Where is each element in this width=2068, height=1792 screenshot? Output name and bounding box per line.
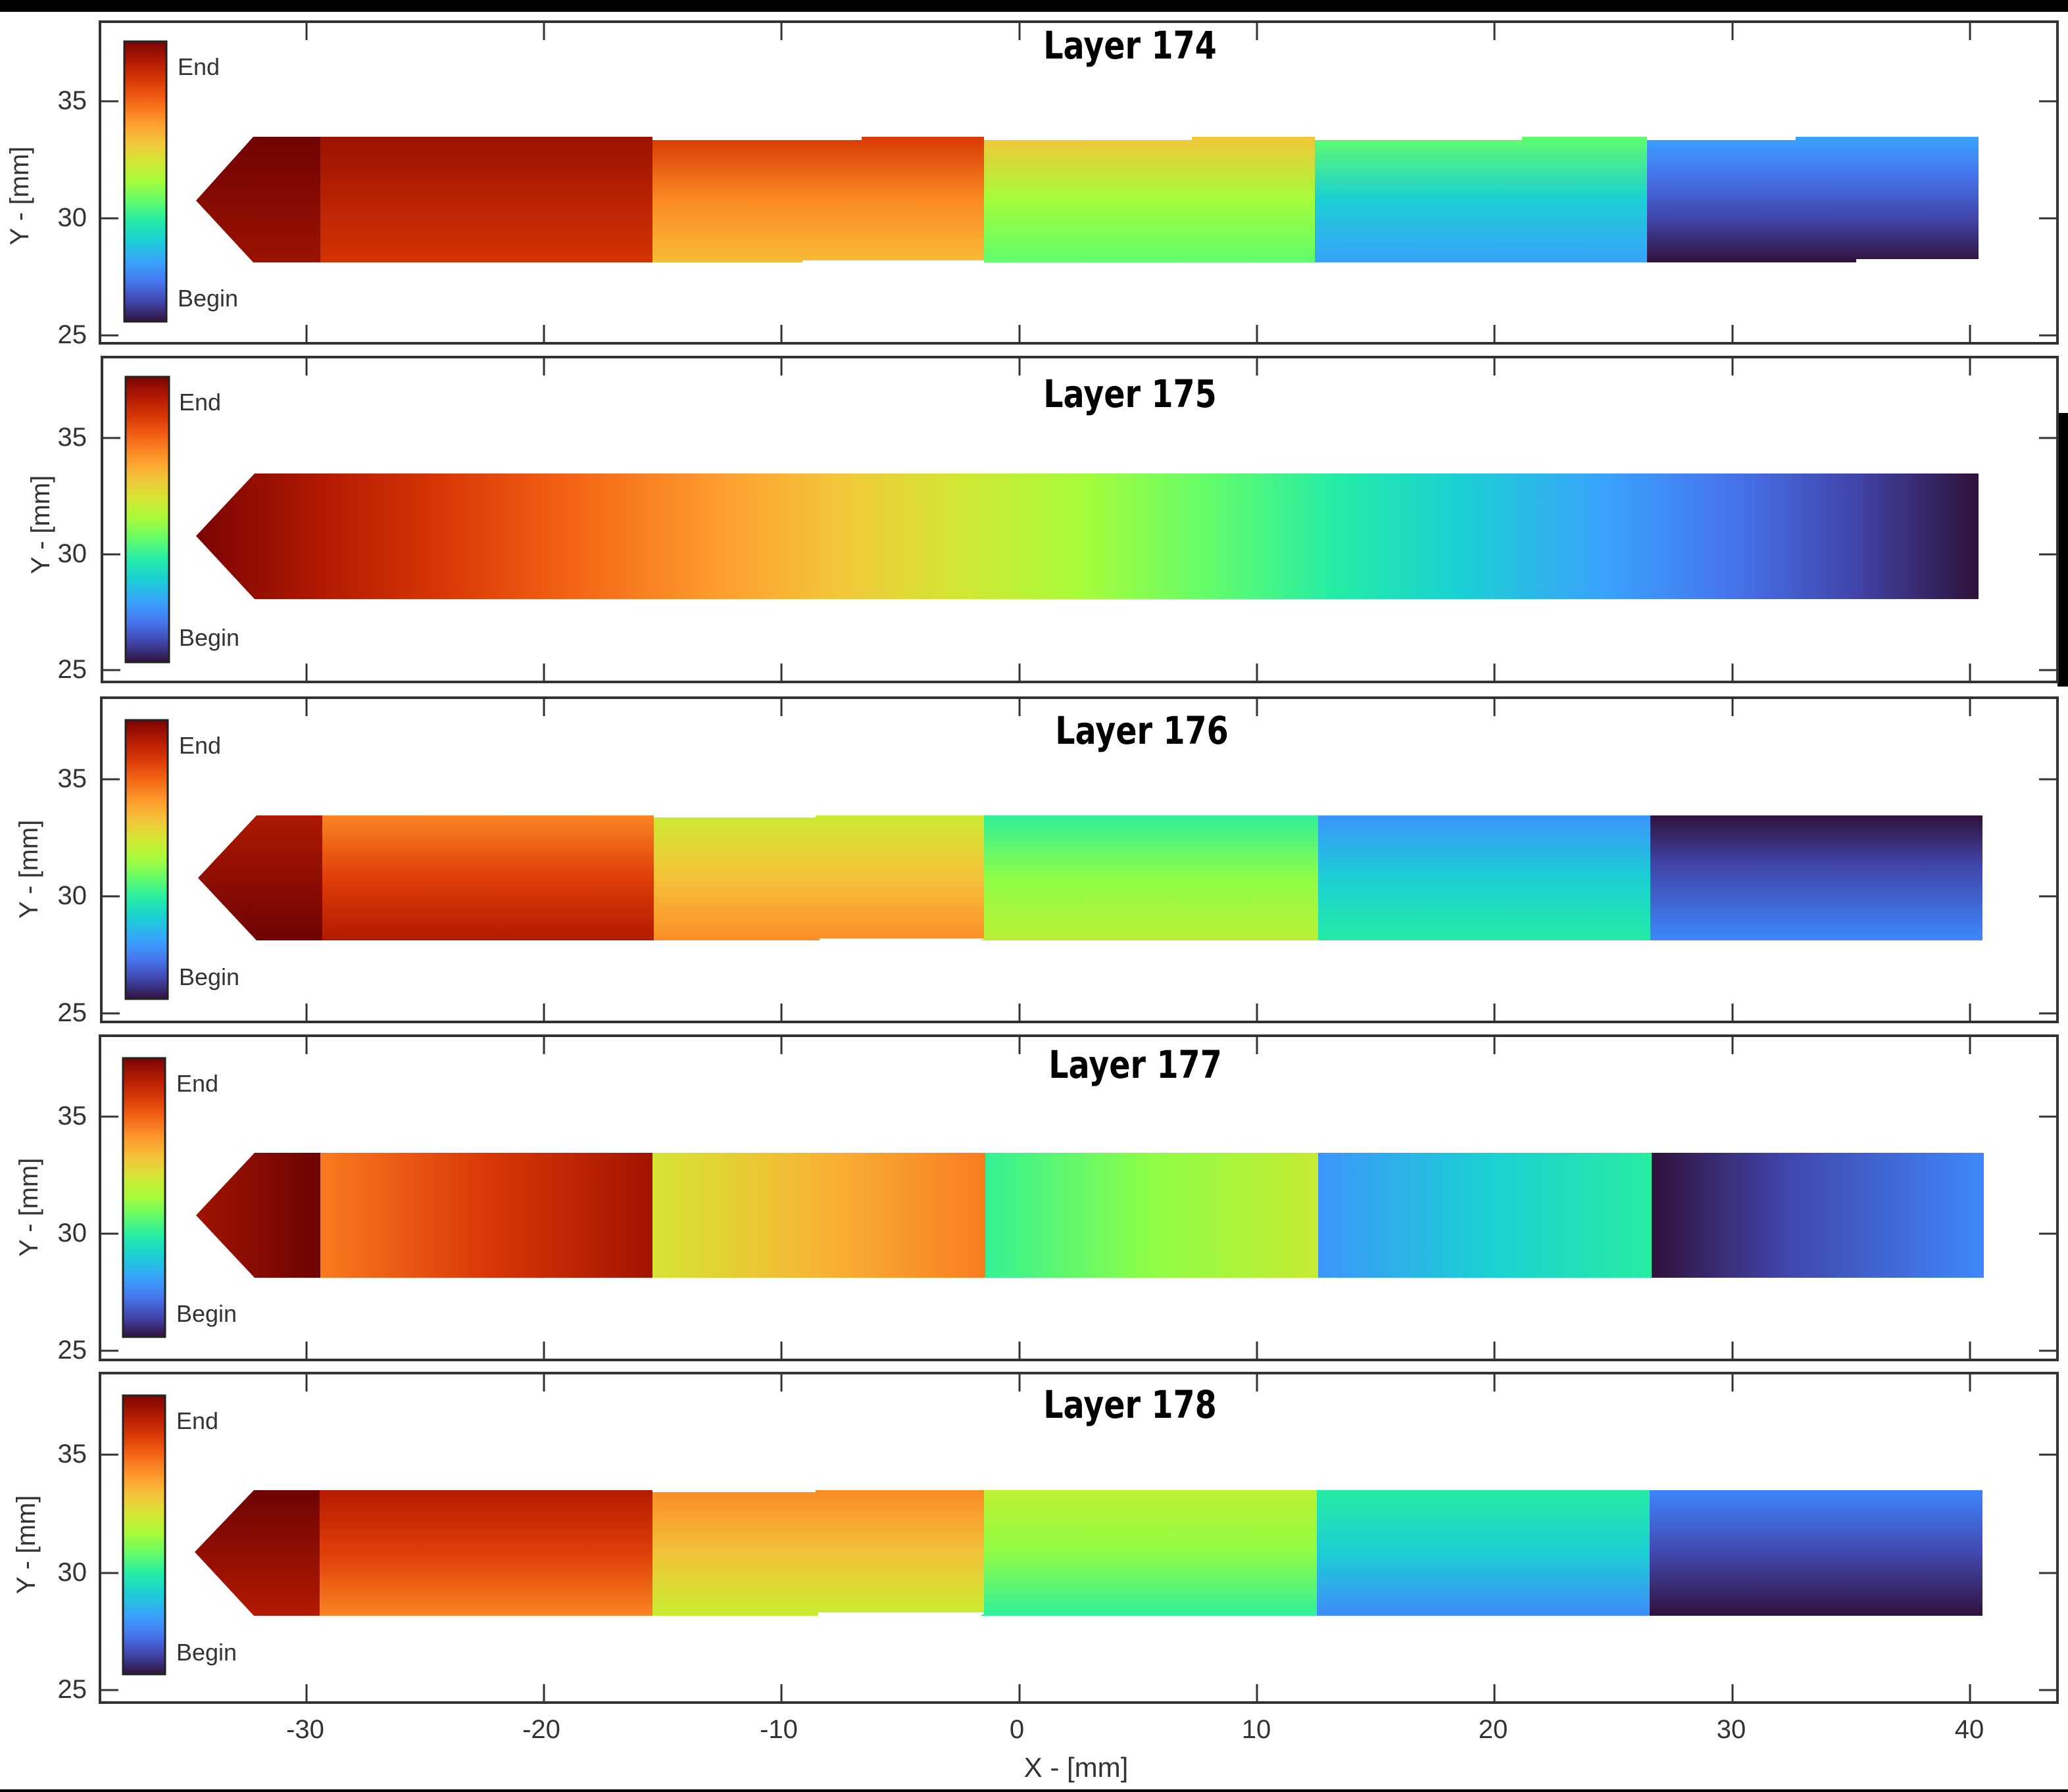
track-shapes bbox=[196, 137, 1979, 262]
y-ticks bbox=[100, 1115, 2057, 1352]
subplot-layer-177: End Begin 35 30 25 Y - [mm] Layer 177 bbox=[0, 1034, 2068, 1365]
x-ticks bbox=[305, 1036, 1971, 1360]
y-tick-label: 30 bbox=[57, 1558, 87, 1587]
colorbar bbox=[123, 40, 168, 323]
subplot-layer-175: End Begin 35 30 25 Y - [mm] Layer 175 bbox=[0, 356, 2068, 684]
x-ticks bbox=[305, 357, 1971, 682]
x-tick-label: -30 bbox=[286, 1715, 324, 1744]
plot-area bbox=[99, 1034, 2059, 1361]
bottom-border-bar bbox=[0, 1789, 2068, 1792]
colorbar-begin-label: Begin bbox=[176, 1639, 237, 1666]
y-tick-label: 25 bbox=[57, 320, 87, 349]
track-shapes bbox=[196, 1153, 1984, 1278]
y-tick-label: 35 bbox=[57, 86, 87, 115]
x-tick-label: -10 bbox=[760, 1715, 798, 1744]
colorbar-end-label: End bbox=[176, 1407, 219, 1434]
subplot-layer-174: End Begin 35 30 25 Y - [mm] Layer 174 bbox=[0, 20, 2068, 349]
y-tick-label: 30 bbox=[57, 881, 87, 910]
y-ticks bbox=[101, 778, 2057, 1015]
x-tick-label: 10 bbox=[1241, 1715, 1271, 1744]
y-tick-label: 35 bbox=[57, 1440, 87, 1468]
subplot-title: Layer 174 bbox=[1043, 23, 1217, 68]
colorbar-begin-label: Begin bbox=[179, 624, 240, 651]
subplot-title: Layer 175 bbox=[1043, 372, 1217, 416]
y-tick-label: 25 bbox=[57, 1675, 87, 1704]
colorbar bbox=[122, 1394, 166, 1676]
y-tick-label: 25 bbox=[57, 998, 87, 1027]
subplot-title: Layer 177 bbox=[1048, 1042, 1222, 1087]
y-tick-label: 30 bbox=[57, 539, 87, 568]
colorbar-end-label: End bbox=[178, 53, 220, 80]
x-tick-label: 0 bbox=[1009, 1715, 1025, 1744]
right-edge-bar bbox=[2057, 413, 2068, 687]
colorbar-end-label: End bbox=[179, 389, 222, 416]
y-tick-label: 35 bbox=[57, 764, 87, 793]
subplot-layer-178: End Begin 35 30 25 Y - [mm] Layer 178 bbox=[0, 1372, 2068, 1704]
y-axis-label: Y - [mm] bbox=[14, 1157, 43, 1257]
y-tick-label: 25 bbox=[57, 655, 87, 684]
colorbar bbox=[124, 719, 169, 1000]
colorbar-begin-label: Begin bbox=[176, 1300, 237, 1327]
subplot-title: Layer 176 bbox=[1055, 708, 1229, 753]
x-ticks bbox=[305, 698, 1971, 1022]
y-axis-label: Y - [mm] bbox=[12, 1495, 41, 1594]
colorbar-begin-label: Begin bbox=[179, 963, 240, 990]
colorbar-begin-label: Begin bbox=[178, 285, 239, 312]
y-axis-label: Y - [mm] bbox=[14, 819, 43, 919]
y-tick-label: 35 bbox=[57, 423, 87, 452]
x-tick-label: 20 bbox=[1478, 1715, 1508, 1744]
subplot-title: Layer 178 bbox=[1043, 1382, 1217, 1427]
plot-area bbox=[100, 696, 2059, 1023]
track-shapes bbox=[195, 1490, 1982, 1616]
x-axis-label: X - [mm] bbox=[1023, 1752, 1129, 1783]
x-ticks bbox=[305, 1373, 1971, 1703]
colorbar-end-label: End bbox=[179, 732, 222, 759]
top-border-bar bbox=[0, 0, 2068, 12]
x-ticks bbox=[305, 22, 1971, 343]
colorbar-end-label: End bbox=[176, 1070, 219, 1097]
y-tick-label: 35 bbox=[57, 1102, 87, 1130]
plot-area bbox=[99, 1372, 2059, 1704]
plot-area bbox=[99, 20, 2059, 345]
y-ticks bbox=[102, 437, 2057, 671]
colorbar bbox=[122, 1057, 166, 1338]
colorbar bbox=[124, 375, 170, 664]
plot-area bbox=[101, 356, 2059, 683]
track-shapes bbox=[196, 473, 1979, 599]
y-axis-label: Y - [mm] bbox=[5, 146, 34, 245]
track-shapes bbox=[198, 815, 1982, 940]
y-tick-label: 25 bbox=[57, 1336, 87, 1365]
subplot-layer-176: End Begin 35 30 25 Y - [mm] Layer 176 bbox=[0, 696, 2068, 1027]
y-ticks bbox=[100, 1453, 2057, 1691]
y-ticks bbox=[100, 100, 2057, 337]
y-tick-label: 30 bbox=[57, 1219, 87, 1247]
x-tick-label: -20 bbox=[522, 1715, 560, 1744]
y-axis-label: Y - [mm] bbox=[26, 475, 55, 574]
y-tick-label: 30 bbox=[57, 203, 87, 232]
x-tick-label: 40 bbox=[1954, 1715, 1984, 1744]
x-tick-label: 30 bbox=[1716, 1715, 1746, 1744]
